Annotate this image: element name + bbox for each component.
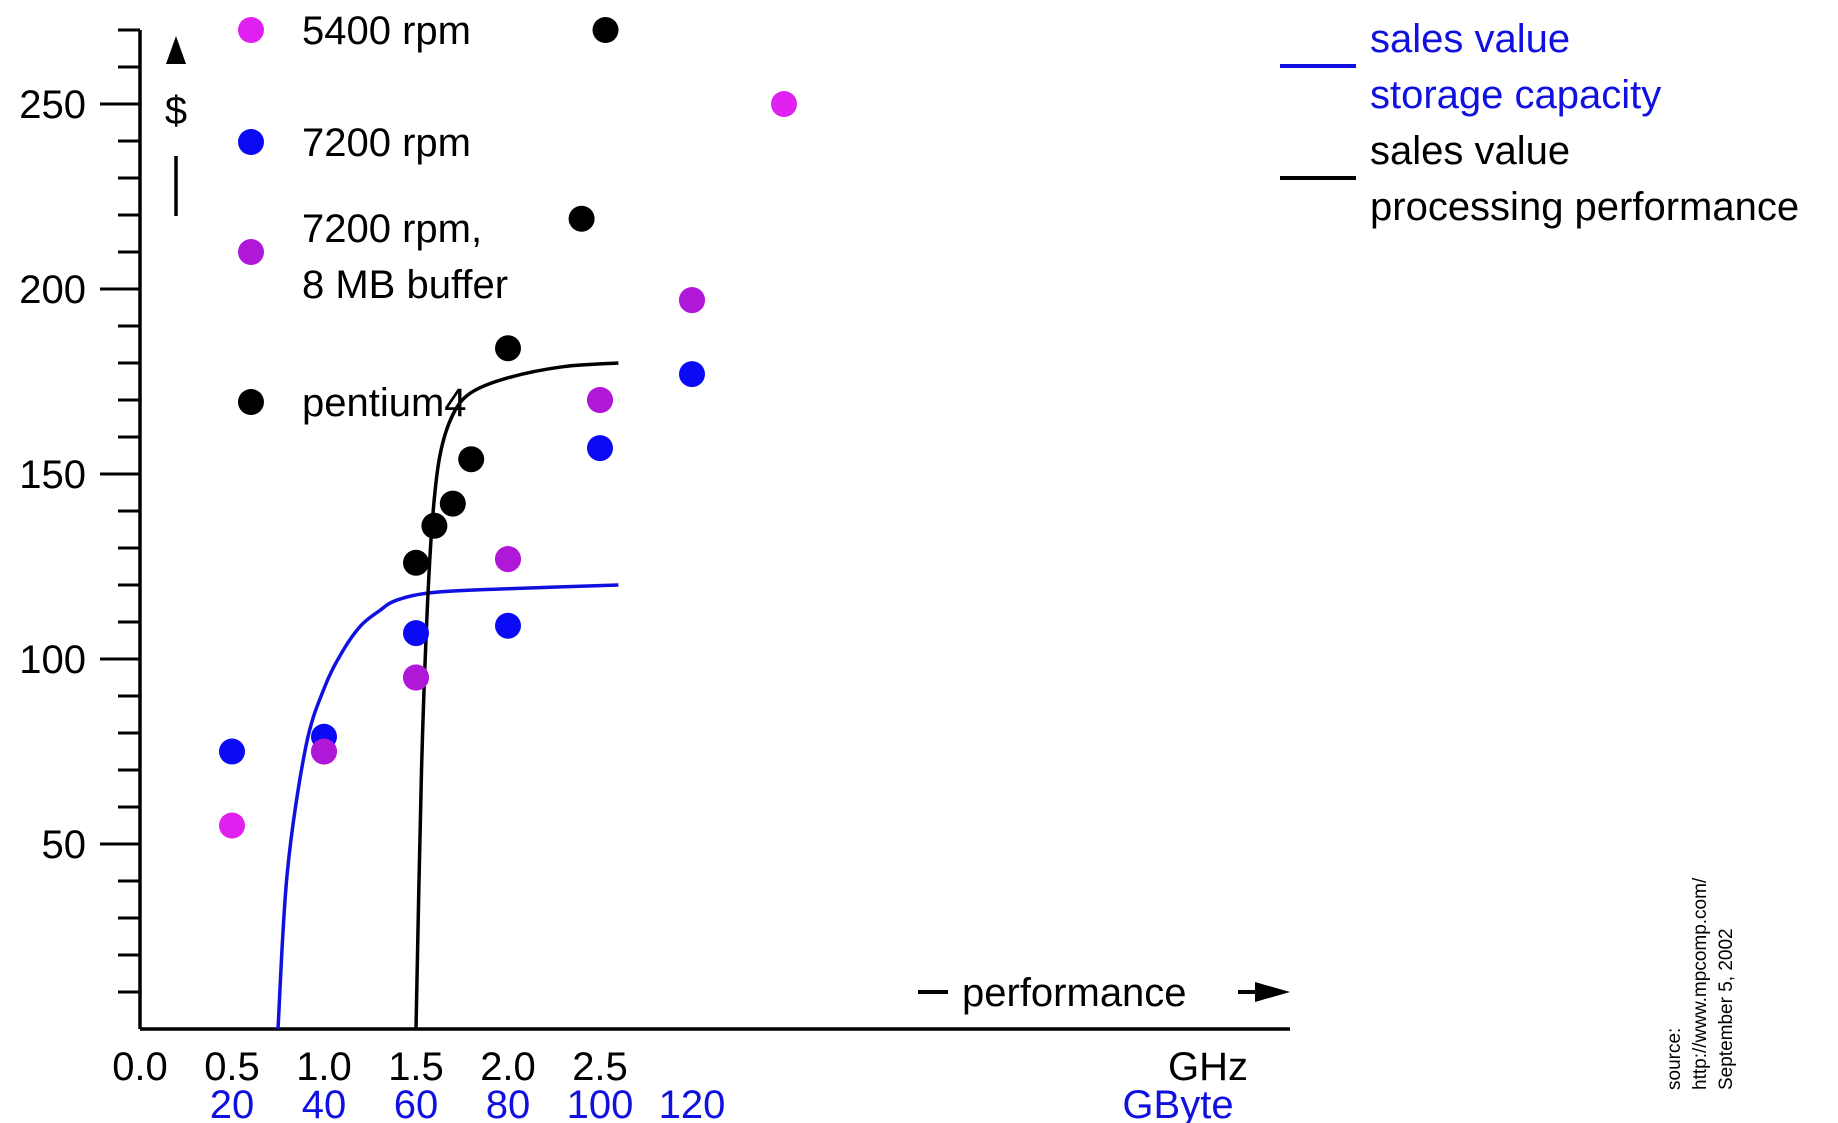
x-unit-gbyte: GByte (1122, 1083, 1233, 1123)
curve-0 (276, 583, 619, 1030)
x-tick-label-ghz: 0.5 (204, 1045, 260, 1089)
x-tick-label-gbyte: 80 (486, 1083, 531, 1123)
data-point-series-3 (458, 446, 485, 473)
legend-label-0: 5400 rpm (302, 9, 471, 53)
y-tick-label: 150 (19, 453, 86, 497)
data-point-series-3 (592, 17, 619, 43)
y-axis-label: $ (165, 89, 187, 133)
y-tick-label: 50 (42, 823, 87, 867)
data-point-series-3 (568, 205, 595, 232)
legend-label-2: 7200 rpm, (302, 207, 482, 251)
legend-label-3: pentium4 (302, 381, 467, 425)
data-point-series-3 (495, 335, 521, 362)
data-point-series-3 (403, 549, 429, 576)
data-point-series-2 (495, 546, 521, 573)
data-point-series-2 (679, 287, 705, 314)
curve-legend-label-0: storage capacity (1370, 73, 1661, 117)
data-point-series-0 (219, 812, 245, 839)
source-line: source: (1664, 1028, 1685, 1090)
data-point-series-2 (311, 738, 337, 765)
legend-marker-0 (238, 17, 264, 43)
data-point-series-1 (679, 361, 705, 388)
data-point-series-1 (587, 435, 613, 462)
legend: 5400 rpm 7200 rpm 7200 rpm, 8 MB buffer pent… (238, 9, 508, 425)
x-tick-label-ghz: 0.0 (112, 1045, 168, 1089)
x-tick-label-ghz: 1.0 (296, 1045, 352, 1089)
curve-1 (414, 361, 619, 1030)
x-unit-ghz: GHz (1168, 1045, 1248, 1089)
data-point-series-1 (403, 620, 429, 647)
data-point-series-0 (771, 91, 797, 117)
x-axis-label: performance (962, 971, 1187, 1015)
y-tick-label: 250 (19, 83, 86, 127)
x-tick-label-ghz: 2.5 (572, 1045, 628, 1089)
curve-legend: sales value storage capacity sales value pr… (1280, 17, 1799, 229)
axes: 50 100 150 200 250 $0.0 0.5 1.0 1.5 2.0 2.5 GHz 20 40… (19, 28, 1290, 1123)
legend-marker-2 (238, 239, 264, 265)
data-point-series-3 (439, 490, 466, 517)
data-point-series-1 (219, 738, 245, 765)
data-point-series-1 (495, 612, 521, 639)
source-line: http://www.mpcomp.com/ (1690, 877, 1711, 1090)
data-point-series-2 (587, 387, 613, 413)
curve-legend-label-0: sales value (1370, 17, 1570, 61)
source-group: source: http://www.mpcomp.com/September 5… (1664, 877, 1737, 1090)
y-tick-label: 200 (19, 268, 86, 312)
legend-marker-3 (238, 389, 264, 415)
legend-label-1: 7200 rpm (302, 121, 471, 165)
curve-legend-label-1: processing performance (1370, 185, 1799, 229)
data-point-series-2 (403, 664, 429, 691)
legend-label-2: 8 MB buffer (302, 263, 508, 307)
fitted-curves (276, 361, 619, 1030)
y-arrow-icon (166, 36, 186, 64)
data-points (219, 17, 797, 839)
x-tick-label-gbyte: 20 (210, 1083, 255, 1123)
data-point-series-3 (421, 512, 448, 539)
x-tick-label-ghz: 1.5 (388, 1045, 444, 1089)
source-note: source: http://www.mpcomp.com/September 5… (1664, 877, 1737, 1090)
legend-marker-1 (238, 129, 264, 155)
source-line: September 5, 2002 (1716, 928, 1737, 1090)
x-tick-label-gbyte: 120 (659, 1083, 726, 1123)
right-arrow-icon (1255, 982, 1290, 1002)
y-tick-label: 100 (19, 638, 86, 682)
curve-legend-label-1: sales value (1370, 129, 1570, 173)
x-tick-label-gbyte: 60 (394, 1083, 439, 1123)
x-tick-label-gbyte: 100 (567, 1083, 634, 1123)
x-tick-label-gbyte: 40 (302, 1083, 347, 1123)
x-tick-label-ghz: 2.0 (480, 1045, 536, 1089)
